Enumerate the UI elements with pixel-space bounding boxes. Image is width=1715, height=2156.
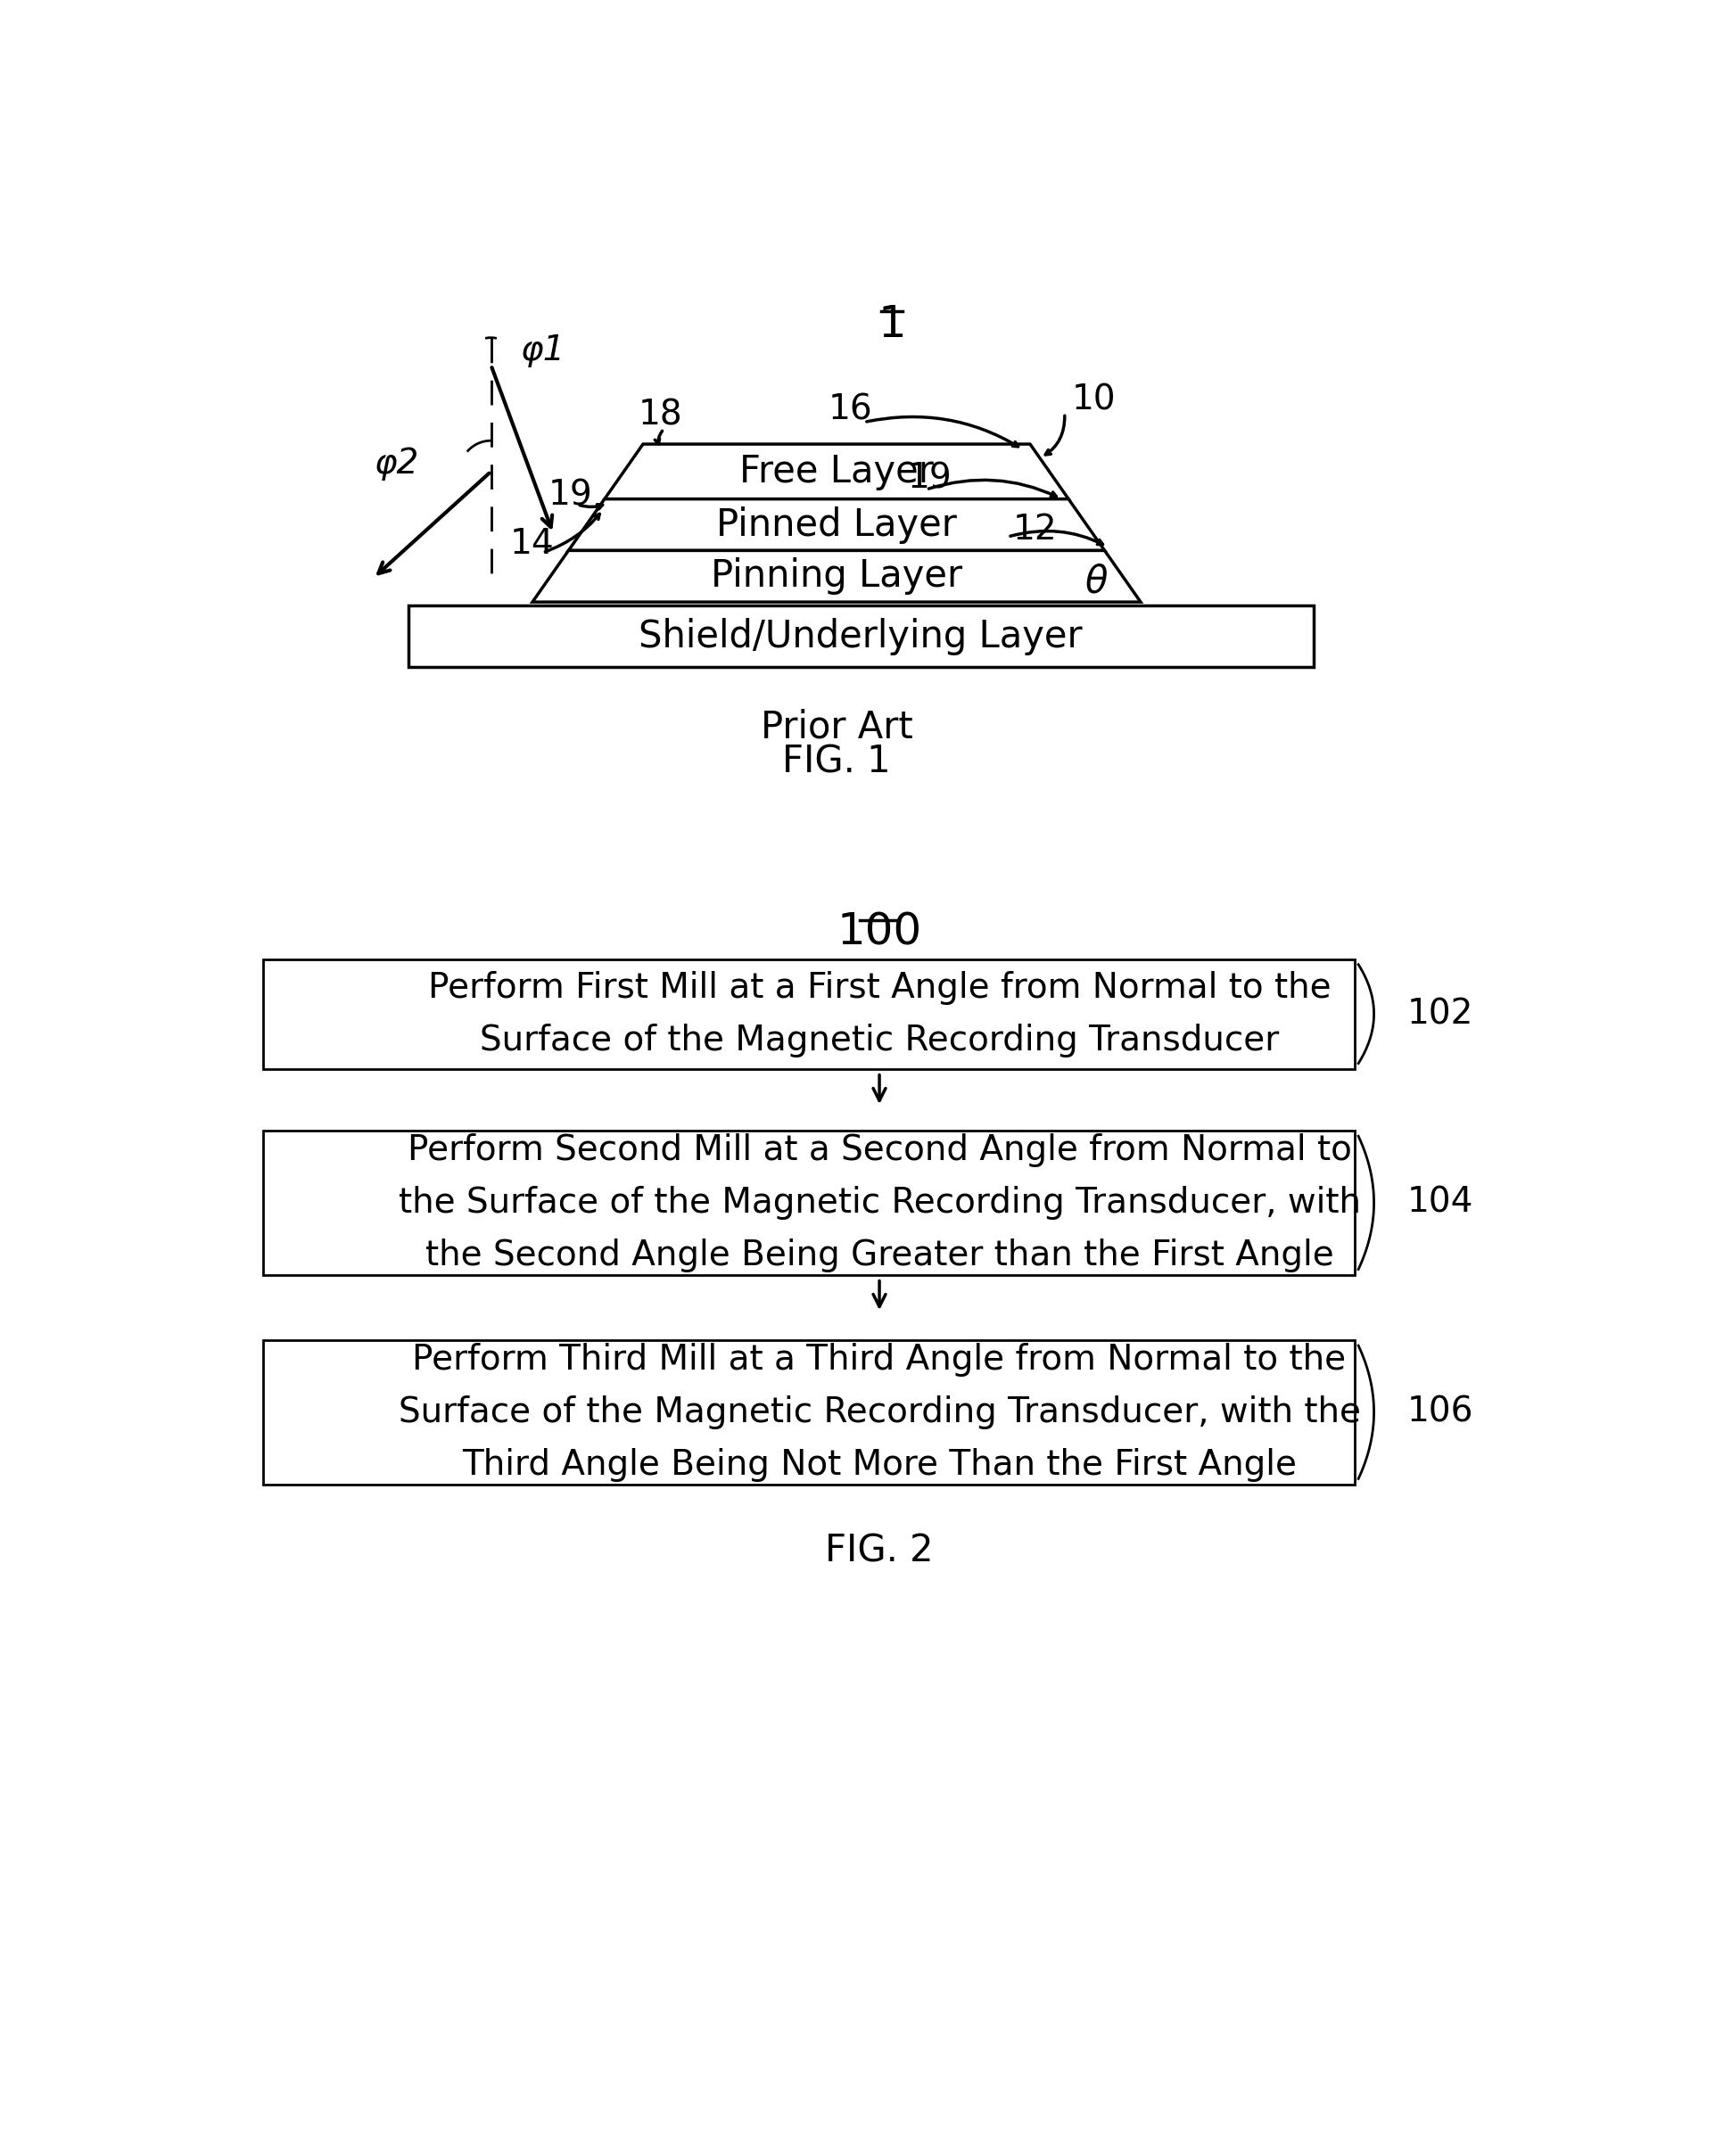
Text: 19: 19	[549, 479, 592, 513]
Text: θ: θ	[1084, 563, 1106, 602]
FancyBboxPatch shape	[262, 959, 1355, 1069]
Text: 19: 19	[907, 461, 952, 496]
Text: φ1: φ1	[520, 332, 564, 367]
Text: 104: 104	[1406, 1186, 1471, 1220]
Text: 1: 1	[876, 304, 906, 347]
FancyBboxPatch shape	[262, 1341, 1355, 1483]
Text: 100: 100	[837, 912, 921, 953]
Text: 10: 10	[1070, 382, 1115, 416]
Text: Pinned Layer: Pinned Layer	[715, 507, 957, 543]
Polygon shape	[532, 550, 1140, 602]
Text: Free Layer: Free Layer	[739, 453, 933, 489]
Text: Perform Second Mill at a Second Angle from Normal to
the Surface of the Magnetic: Perform Second Mill at a Second Angle fr…	[398, 1134, 1360, 1272]
Text: 102: 102	[1406, 996, 1471, 1031]
Text: 18: 18	[638, 399, 683, 431]
Polygon shape	[604, 444, 1068, 498]
Text: Prior Art: Prior Art	[760, 709, 912, 746]
Text: φ2: φ2	[374, 446, 418, 481]
Text: 106: 106	[1406, 1395, 1473, 1429]
FancyBboxPatch shape	[408, 606, 1312, 666]
Text: Shield/Underlying Layer: Shield/Underlying Layer	[638, 617, 1082, 655]
Text: 16: 16	[828, 392, 873, 427]
Text: Perform First Mill at a First Angle from Normal to the
Surface of the Magnetic R: Perform First Mill at a First Angle from…	[427, 970, 1331, 1056]
FancyBboxPatch shape	[262, 1130, 1355, 1274]
Polygon shape	[568, 498, 1104, 550]
Text: Pinning Layer: Pinning Layer	[710, 558, 962, 595]
Text: Perform Third Mill at a Third Angle from Normal to the
Surface of the Magnetic R: Perform Third Mill at a Third Angle from…	[398, 1343, 1360, 1481]
Text: 12: 12	[1012, 513, 1056, 548]
Text: 14: 14	[509, 526, 554, 561]
Text: FIG. 2: FIG. 2	[825, 1533, 933, 1570]
Text: FIG. 1: FIG. 1	[782, 744, 890, 780]
